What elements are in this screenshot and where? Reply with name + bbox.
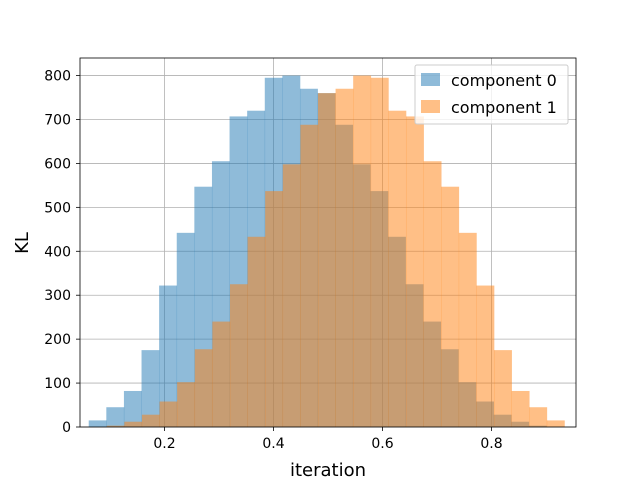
legend: component 0 component 1 [414,64,569,125]
x-axis-label: iteration [290,460,366,480]
legend-label-component-0: component 0 [451,71,557,90]
x-tick-label-1: 0.4 [262,436,284,452]
bar-series-1-bin-6 [212,321,231,427]
y-tick-label-6: 600 [44,156,71,172]
x-tick-label-0: 0.2 [153,436,175,452]
bar-series-1-bin-24 [529,407,548,427]
bar-series-0-bin-2 [123,390,142,427]
bar-series-1-bin-25 [546,420,565,427]
bar-series-1-bin-4 [177,382,196,427]
bar-series-1-bin-20 [458,232,477,427]
y-tick-label-4: 400 [44,244,71,260]
axis-ticks: 0.2 0.4 0.6 0.8 0 100 200 300 400 500 600 700 800 [44,69,502,452]
series-1-bars [106,75,565,428]
bar-series-1-bin-7 [229,284,248,427]
bar-series-1-bin-2 [141,414,160,427]
y-tick-label-2: 200 [44,332,71,348]
bar-series-1-bin-8 [247,236,266,427]
bar-series-0-bin-3 [141,350,160,427]
bar-series-1-bin-11 [300,124,319,428]
bar-series-0-bin-5 [176,232,195,427]
bar-series-1-bin-1 [124,421,143,427]
y-axis-label: KL [12,232,33,254]
bar-series-1-bin-19 [441,186,460,427]
plot-frame [79,57,577,428]
bar-series-1-bin-0 [106,425,125,427]
bar-series-1-bin-14 [353,75,372,428]
x-tick-label-2: 0.6 [371,436,393,452]
bar-series-1-bin-15 [370,77,389,428]
y-tick-label-0: 0 [62,420,71,436]
bar-series-group [88,75,565,428]
y-tick-label-1: 100 [44,376,71,392]
legend-box [414,64,569,125]
bar-series-1-bin-10 [282,164,301,428]
bar-series-0-bin-4 [159,285,178,427]
bar-series-1-bin-13 [335,88,354,427]
bar-series-1-bin-18 [423,161,442,427]
y-tick-label-3: 300 [44,288,71,304]
bar-series-1-bin-9 [265,191,284,427]
y-tick-label-8: 800 [44,69,71,85]
legend-swatch-component-0 [421,73,440,86]
bar-series-1-bin-22 [494,350,512,427]
bar-series-0-bin-1 [106,407,125,427]
bar-series-1-bin-21 [476,285,495,427]
y-tick-label-5: 500 [44,200,71,216]
bar-series-1-bin-23 [511,390,530,427]
bar-series-1-bin-16 [388,110,407,427]
legend-swatch-component-1 [421,100,440,113]
x-tick-label-3: 0.8 [480,436,502,452]
bar-series-1-bin-5 [194,349,213,427]
bar-series-1-bin-3 [159,401,178,427]
bar-series-1-bin-17 [405,116,424,428]
bar-series-0-bin-0 [88,420,107,427]
legend-label-component-1: component 1 [451,98,557,117]
y-tick-label-7: 700 [44,113,71,129]
bar-series-1-bin-12 [317,93,336,428]
